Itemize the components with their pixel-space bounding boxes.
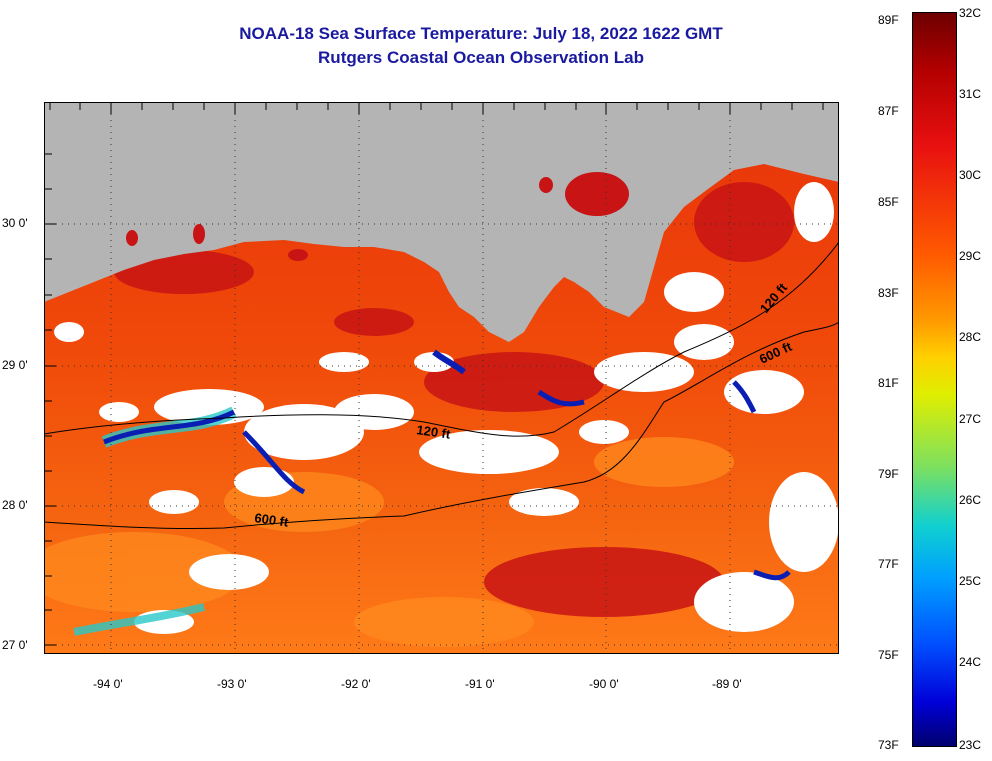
colorbar-f-83: 83F: [878, 286, 899, 300]
lat-label-29: 29 0': [2, 358, 28, 372]
inland-lakes: [126, 172, 629, 261]
colorbar-c-30: 30C: [959, 168, 982, 182]
lon-label-91: -91 0': [465, 677, 495, 691]
colorbar-f-77: 77F: [878, 557, 899, 571]
colorbar-c-28: 28C: [959, 330, 982, 344]
colorbar-c-23: 23C: [959, 738, 982, 752]
hot-water-patches: [114, 182, 794, 617]
colorbar-f-73: 73F: [878, 738, 899, 752]
lon-label-89: -89 0': [712, 677, 742, 691]
lat-label-28: 28 0': [2, 498, 28, 512]
cold-filaments: [73, 349, 791, 636]
map-title: NOAA-18 Sea Surface Temperature: July 18…: [239, 24, 723, 43]
contour-label-600ft-west: 600 ft: [254, 510, 290, 530]
colorbar-f-81: 81F: [878, 376, 899, 390]
colorbar-c-26: 26C: [959, 493, 982, 507]
lon-label-94: -94 0': [93, 677, 123, 691]
axis-ticks: [44, 102, 824, 646]
colorbar-f-75: 75F: [878, 648, 899, 662]
map-subtitle: Rutgers Coastal Ocean Observation Lab: [318, 48, 644, 67]
colorbar-c-27: 27C: [959, 412, 982, 426]
lat-label-27: 27 0': [2, 638, 28, 652]
colorbar-f-85: 85F: [878, 195, 899, 209]
colorbar-c-25: 25C: [959, 574, 982, 588]
lon-label-92: -92 0': [341, 677, 371, 691]
colorbar-f-79: 79F: [878, 467, 899, 481]
lat-label-30: 30 0': [2, 216, 28, 230]
lon-label-90: -90 0': [589, 677, 619, 691]
gridlines: [44, 102, 839, 654]
land-area: [44, 102, 839, 342]
colorbar-c-24: 24C: [959, 655, 982, 669]
depth-contours: [44, 241, 839, 530]
cloud-mask: [54, 182, 839, 634]
colorbar-c-31: 31C: [959, 87, 982, 101]
sst-map: 120 ft 600 ft 120 ft 600 ft: [44, 102, 839, 654]
colorbar-f-87: 87F: [878, 104, 899, 118]
lon-label-93: -93 0': [217, 677, 247, 691]
colorbar-c-29: 29C: [959, 249, 982, 263]
contour-label-120ft-west: 120 ft: [416, 422, 452, 442]
temperature-colorbar: [912, 12, 957, 747]
colorbar-c-32: 32C: [959, 6, 982, 20]
colorbar-f-89: 89F: [878, 13, 899, 27]
